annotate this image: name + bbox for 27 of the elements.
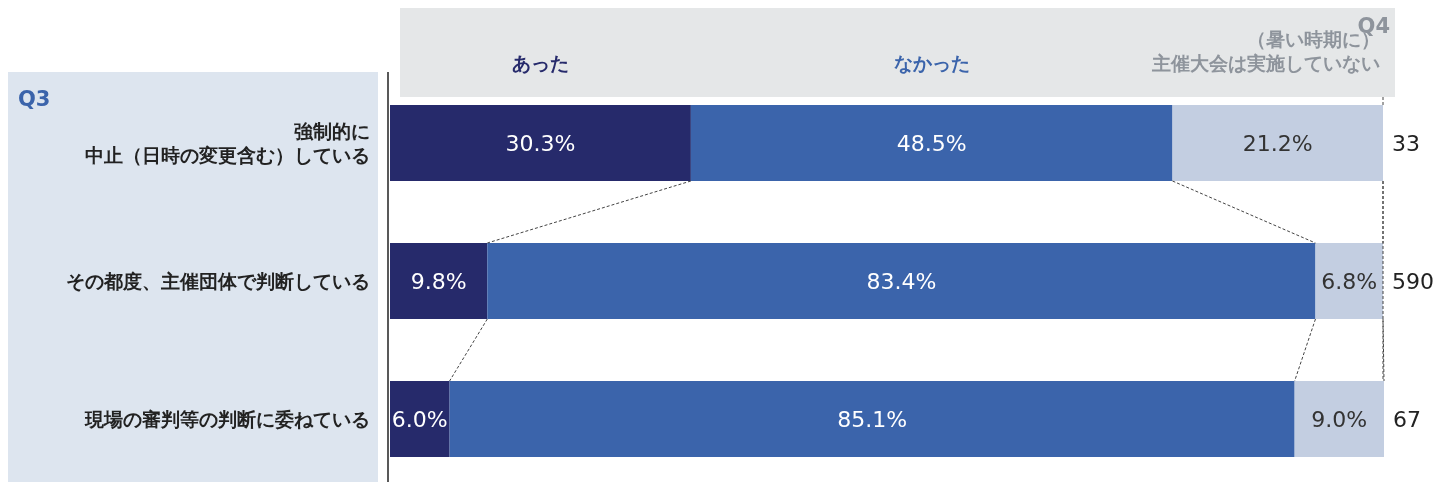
y-tick-label: 現場の審判等の判断に委ねている [84,408,370,430]
bar [1294,381,1384,457]
series-label: なかった [893,52,970,74]
text: 590 [1392,269,1434,294]
data-label: 9.8% [410,269,467,294]
data-label: 48.5% [896,131,967,156]
bar [1315,243,1383,319]
data-label: 30.3% [505,131,576,156]
bar [690,105,1173,181]
bar [390,243,488,319]
bar [390,105,691,181]
data-label: 6.0% [391,407,448,432]
text: 67 [1392,407,1421,432]
data-label: 83.4% [866,269,937,294]
series-label: あった [511,52,569,74]
y-tick-label: その都度、主催団体で判断している [66,270,370,292]
text: Q3 [18,87,51,111]
data-label: 9.0% [1311,407,1368,432]
bar [487,243,1316,319]
y-tick-label: 強制的に中止（日時の変更含む）している [85,119,370,167]
text: 33 [1392,131,1420,156]
bar [1172,105,1383,181]
bar [449,381,1295,457]
data-label: 85.1% [837,407,908,432]
bar [390,381,450,457]
data-label: 21.2% [1242,131,1313,156]
data-label: 6.8% [1321,269,1378,294]
